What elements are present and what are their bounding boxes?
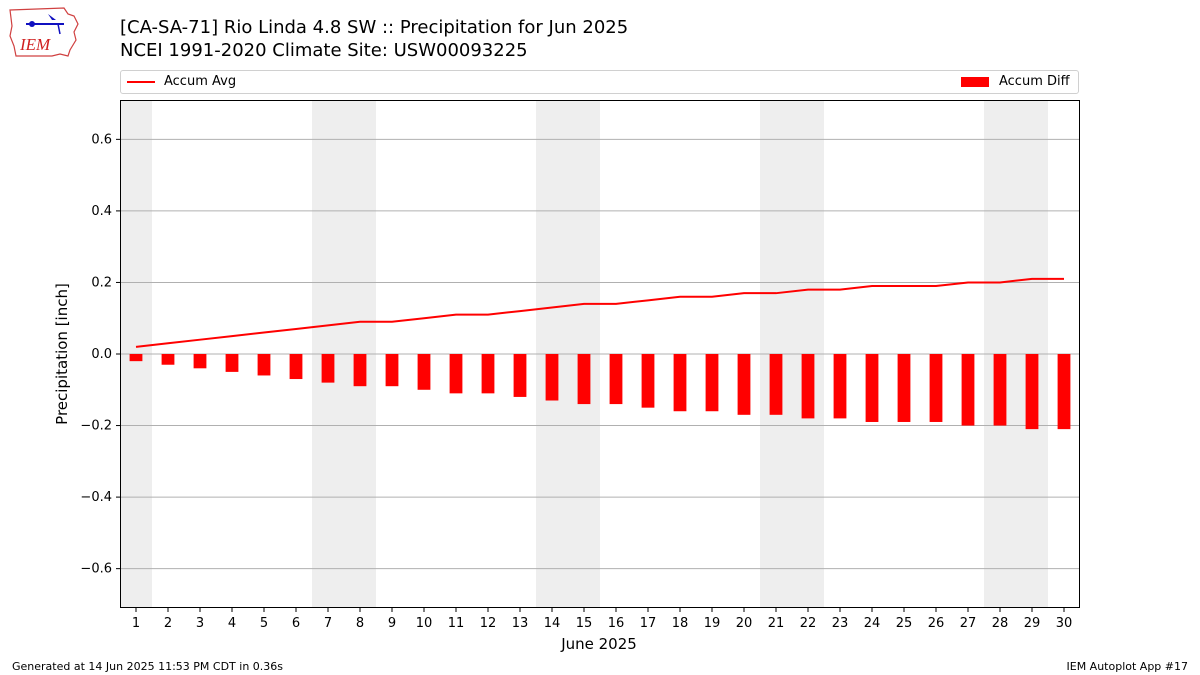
accum-diff-bar — [513, 354, 527, 397]
x-axis-ticks: 1 2 3 4 5 6 7 8 9 10 11 12 13 14 15 16 17 18 19 20 21 22 23 24 2… — [132, 608, 1072, 631]
accum-diff-bar — [705, 354, 719, 412]
x-tick-label: 17 — [640, 616, 657, 631]
x-tick-label: 6 — [292, 616, 300, 631]
accum-diff-bar — [833, 354, 847, 419]
accum-diff-bar — [481, 354, 495, 394]
chart-legend: Accum Avg Accum Diff — [120, 70, 1079, 94]
accum-diff-bar — [257, 354, 271, 376]
x-tick-label: 24 — [864, 616, 881, 631]
x-tick-label: 25 — [896, 616, 913, 631]
x-tick-label: 21 — [768, 616, 785, 631]
accum-diff-bar — [673, 354, 687, 412]
x-tick-label: 8 — [356, 616, 364, 631]
accum-diff-bar — [769, 354, 783, 415]
y-tick-label: 0.4 — [91, 204, 112, 219]
accum-diff-bar — [289, 354, 303, 380]
x-tick-label: 29 — [1024, 616, 1041, 631]
accum-avg-line — [135, 277, 1064, 348]
iowa-map-logo-icon: IEM — [9, 7, 79, 57]
accum-diff-bar — [225, 354, 239, 372]
accum-diff-bar — [865, 354, 879, 422]
iem-logo: IEM — [8, 6, 80, 58]
x-tick-label: 16 — [608, 616, 625, 631]
legend-bar-swatch — [961, 77, 989, 87]
accum-diff-bar — [385, 354, 399, 387]
footer-generated: Generated at 14 Jun 2025 11:53 PM CDT in… — [12, 660, 284, 673]
accum-diff-bars — [129, 354, 1071, 430]
x-tick-label: 30 — [1056, 616, 1073, 631]
accum-diff-bar — [161, 354, 175, 365]
accum-diff-bar — [993, 354, 1007, 426]
x-tick-label: 12 — [480, 616, 497, 631]
accum-diff-bar — [641, 354, 655, 408]
accum-diff-bar — [961, 354, 975, 426]
y-tick-label: −0.4 — [80, 490, 112, 505]
x-tick-label: 28 — [992, 616, 1009, 631]
y-tick-label: 0.2 — [91, 275, 112, 290]
x-tick-label: 9 — [388, 616, 396, 631]
plot-frame — [120, 100, 1080, 608]
accum-diff-bar — [609, 354, 623, 405]
accum-diff-bar — [897, 354, 911, 422]
x-tick-label: 23 — [832, 616, 849, 631]
x-tick-label: 10 — [416, 616, 433, 631]
accum-diff-bar — [1025, 354, 1039, 430]
accum-diff-bar — [353, 354, 367, 387]
x-tick-label: 1 — [132, 616, 140, 631]
y-axis-label: Precipitation [inch] — [53, 283, 71, 425]
grid-lines — [120, 138, 1080, 570]
legend-line-swatch — [127, 81, 155, 83]
accum-diff-bar — [577, 354, 591, 405]
x-tick-label: 18 — [672, 616, 689, 631]
x-tick-label: 15 — [576, 616, 593, 631]
logo-text: IEM — [19, 35, 51, 54]
accum-diff-bar — [545, 354, 559, 401]
x-tick-label: 11 — [448, 616, 465, 631]
accum-diff-bar — [417, 354, 431, 390]
accum-diff-bar — [801, 354, 815, 419]
accum-diff-bar — [193, 354, 207, 369]
x-tick-label: 13 — [512, 616, 529, 631]
x-axis-label: June 2025 — [560, 635, 637, 653]
x-tick-label: 26 — [928, 616, 945, 631]
x-tick-label: 27 — [960, 616, 977, 631]
y-tick-label: 0.0 — [91, 347, 112, 362]
x-tick-label: 14 — [544, 616, 561, 631]
y-tick-label: 0.6 — [91, 132, 112, 147]
x-tick-label: 4 — [228, 616, 236, 631]
accum-diff-bar — [129, 354, 143, 362]
accum-diff-bar — [449, 354, 463, 394]
accum-diff-bar — [737, 354, 751, 415]
y-axis-ticks: −0.6 −0.4 −0.2 0.0 0.2 0.4 0.6 — [80, 132, 120, 577]
x-tick-label: 20 — [736, 616, 753, 631]
accum-diff-bar — [929, 354, 943, 422]
chart-title: [CA-SA-71] Rio Linda 4.8 SW :: Precipita… — [120, 17, 629, 38]
accum-avg-series-line — [135, 277, 1064, 348]
y-tick-label: −0.6 — [80, 562, 112, 577]
x-tick-label: 22 — [800, 616, 817, 631]
legend-label-accum-avg: Accum Avg — [164, 74, 237, 89]
chart-subtitle: NCEI 1991-2020 Climate Site: USW00093225 — [120, 40, 528, 61]
x-tick-label: 19 — [704, 616, 721, 631]
x-tick-label: 3 — [196, 616, 204, 631]
x-tick-label: 5 — [260, 616, 268, 631]
accum-diff-bar — [321, 354, 335, 383]
footer-app: IEM Autoplot App #17 — [1066, 660, 1189, 673]
accum-diff-bar — [1057, 354, 1071, 430]
legend-label-accum-diff: Accum Diff — [999, 74, 1070, 89]
x-tick-label: 2 — [164, 616, 172, 631]
y-tick-label: −0.2 — [80, 419, 112, 434]
x-tick-label: 7 — [324, 616, 332, 631]
